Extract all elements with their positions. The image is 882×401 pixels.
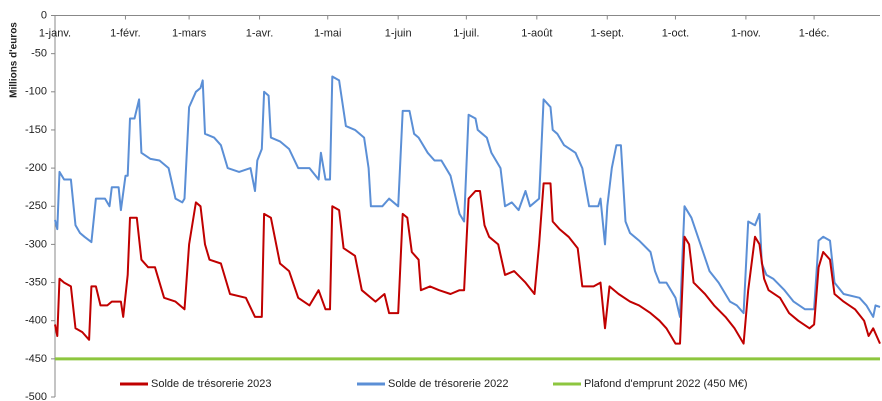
y-tick-label: -450	[25, 353, 47, 365]
y-tick-label: -400	[25, 315, 47, 327]
x-tick-label: 1-févr.	[110, 27, 141, 39]
x-tick-label: 1-juil.	[453, 27, 479, 39]
y-tick-label: -100	[25, 86, 47, 98]
legend-label: Plafond d'emprunt 2022 (450 M€)	[584, 378, 748, 390]
y-tick-label: -350	[25, 276, 47, 288]
y-axis-label: Millions d'euros	[9, 22, 20, 98]
x-tick-label: 1-août	[521, 27, 552, 39]
y-tick-label: -200	[25, 162, 47, 174]
x-tick-label: 1-nov.	[731, 27, 761, 39]
x-tick-label: 1-mai	[314, 27, 342, 39]
y-tick-label: -250	[25, 200, 47, 212]
x-tick-label: 1-avr.	[246, 27, 274, 39]
legend-label: Solde de trésorerie 2022	[388, 378, 508, 390]
y-tick-label: -500	[25, 391, 47, 401]
x-tick-label: 1-janv.	[39, 27, 71, 39]
series-line	[54, 182, 881, 345]
x-tick-label: 1-sept.	[590, 27, 624, 39]
x-tick-label: 1-déc.	[799, 27, 830, 39]
x-tick-label: 1-juin	[385, 27, 412, 39]
legend-label: Solde de trésorerie 2023	[151, 378, 271, 390]
y-tick-label: 0	[41, 9, 47, 21]
x-tick-label: 1-mars	[172, 27, 207, 39]
y-tick-label: -300	[25, 238, 47, 250]
y-tick-label: -150	[25, 124, 47, 136]
y-tick-label: -50	[31, 48, 47, 60]
series-line	[54, 75, 881, 318]
x-tick-label: 1-oct.	[662, 27, 690, 39]
